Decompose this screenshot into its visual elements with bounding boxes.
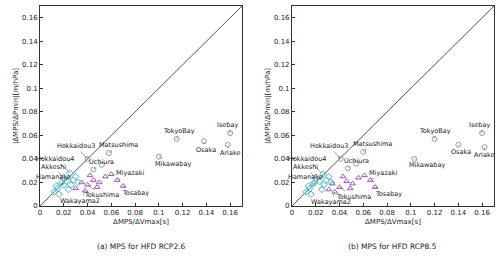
svg-text:Wakayama2: Wakayama2	[311, 198, 351, 206]
svg-text:0: 0	[290, 209, 294, 217]
svg-text:0: 0	[33, 202, 37, 210]
svg-text:0.16: 0.16	[474, 209, 490, 217]
svg-text:0: 0	[285, 202, 289, 210]
svg-text:0.02: 0.02	[308, 209, 324, 217]
svg-text:Hokkaidou3: Hokkaidou3	[57, 142, 95, 150]
svg-text:|ΔMPS/ΔPmin|[m/hPa]: |ΔMPS/ΔPmin|[m/hPa]	[12, 68, 20, 144]
svg-text:Uchiura: Uchiura	[344, 157, 369, 165]
svg-text:Akkeshi: Akkeshi	[293, 163, 318, 171]
svg-text:Mikawabay: Mikawabay	[155, 160, 191, 168]
svg-text:TokyoBay: TokyoBay	[163, 127, 195, 135]
svg-text:0.06: 0.06	[104, 209, 120, 217]
svg-text:Tosabay: Tosabay	[122, 189, 149, 197]
svg-text:(a) MPS for HFD RCP2.6: (a) MPS for HFD RCP2.6	[97, 242, 186, 251]
svg-text:0.16: 0.16	[274, 14, 290, 22]
svg-text:0.04: 0.04	[332, 209, 348, 217]
svg-text:Tokushima: Tokushima	[84, 191, 119, 199]
svg-text:0.1: 0.1	[153, 209, 164, 217]
svg-text:0.02: 0.02	[56, 209, 72, 217]
svg-text:0.16: 0.16	[22, 14, 38, 22]
svg-text:0.1: 0.1	[26, 85, 37, 93]
svg-text:0.04: 0.04	[80, 209, 96, 217]
svg-text:Ariake: Ariake	[474, 151, 494, 159]
svg-text:TokyoBay: TokyoBay	[419, 127, 451, 135]
svg-text:0.1: 0.1	[405, 209, 416, 217]
svg-text:Matsushima: Matsushima	[353, 140, 392, 148]
svg-text:Akkeshi: Akkeshi	[41, 163, 66, 171]
svg-text:0.14: 0.14	[451, 209, 467, 217]
svg-text:0.14: 0.14	[22, 38, 38, 46]
svg-text:0: 0	[38, 209, 42, 217]
svg-text:0.08: 0.08	[274, 108, 290, 116]
svg-text:0.14: 0.14	[274, 38, 290, 46]
svg-text:0.04: 0.04	[22, 155, 38, 163]
svg-text:Isebay: Isebay	[469, 121, 490, 129]
svg-text:0.08: 0.08	[379, 209, 395, 217]
svg-text:Osaka: Osaka	[196, 146, 216, 154]
svg-text:0.12: 0.12	[22, 61, 38, 69]
svg-text:Osaka: Osaka	[451, 148, 471, 156]
svg-text:ΔMPS/ΔVmax[s]: ΔMPS/ΔVmax[s]	[113, 218, 169, 226]
svg-text:Matsushima: Matsushima	[99, 141, 138, 149]
svg-text:Hokkaidou4: Hokkaidou4	[288, 155, 326, 163]
svg-text:(b) MPS for HFD RCP8.5: (b) MPS for HFD RCP8.5	[348, 242, 437, 251]
svg-text:0.08: 0.08	[127, 209, 143, 217]
svg-text:0.06: 0.06	[274, 132, 290, 140]
svg-text:ΔMPS/ΔVmax[s]: ΔMPS/ΔVmax[s]	[365, 218, 421, 226]
svg-text:0.06: 0.06	[22, 132, 38, 140]
svg-text:Tosabay: Tosabay	[375, 190, 402, 198]
svg-text:0.16: 0.16	[222, 209, 238, 217]
svg-text:Hokkaidou4: Hokkaidou4	[36, 155, 74, 163]
svg-text:0.02: 0.02	[274, 179, 290, 187]
svg-text:Uchiura: Uchiura	[89, 158, 114, 166]
svg-text:0.12: 0.12	[427, 209, 443, 217]
svg-text:0.06: 0.06	[355, 209, 371, 217]
svg-text:Tokushima: Tokushima	[336, 193, 371, 201]
svg-text:0.14: 0.14	[199, 209, 215, 217]
svg-text:Hamanako: Hamanako	[36, 173, 71, 181]
svg-text:Miyazaki: Miyazaki	[369, 169, 397, 177]
svg-text:Hokkaidou3: Hokkaidou3	[310, 142, 348, 150]
svg-text:Wakayama2: Wakayama2	[60, 197, 100, 205]
svg-text:0.02: 0.02	[22, 179, 38, 187]
svg-text:0.1: 0.1	[278, 85, 289, 93]
svg-text:Miyazaki: Miyazaki	[116, 169, 144, 177]
svg-text:0.08: 0.08	[22, 108, 38, 116]
svg-text:Mikawabay: Mikawabay	[409, 161, 445, 169]
svg-text:Hamanako: Hamanako	[288, 173, 323, 181]
svg-text:0.12: 0.12	[274, 61, 290, 69]
svg-text:0.04: 0.04	[274, 155, 290, 163]
svg-text:|ΔMPS/ΔPmin|[m/hPa]: |ΔMPS/ΔPmin|[m/hPa]	[264, 68, 272, 144]
svg-text:Isebay: Isebay	[217, 121, 238, 129]
svg-text:0.12: 0.12	[175, 209, 191, 217]
svg-text:Ariake: Ariake	[220, 149, 240, 157]
